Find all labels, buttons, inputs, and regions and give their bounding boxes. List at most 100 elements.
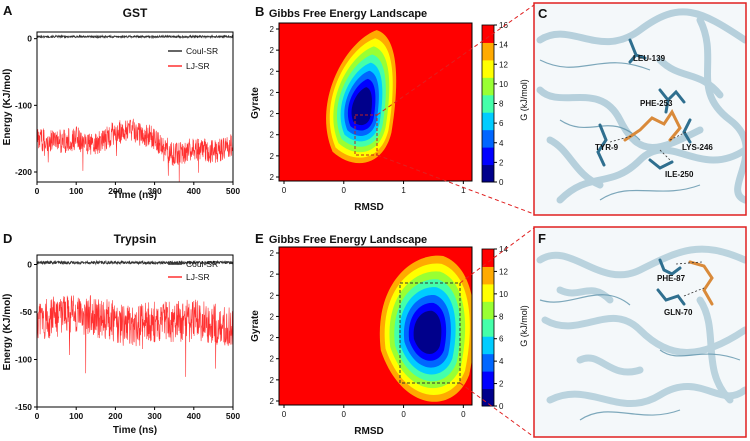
colorbar-tick-label: 2 [499,158,504,167]
y-tick-label: 2 [270,88,275,97]
x-tick-label: 0 [35,411,40,421]
y-tick-label: 2 [270,46,275,55]
colorbar-tick-label: 0 [499,178,504,187]
colorbar-segment [482,284,494,302]
panel-e-title: Gibbs Free Energy Landscape [269,234,427,246]
connector-f-bottom [460,383,534,437]
panel-b-colorbar: 0246810121416 [482,21,508,187]
panel-d-energy-trypsin: D Trypsin 0 100 200 300 400 500 0 -50 -100 -150 T… [2,231,240,436]
x-tick-label: 500 [226,186,240,196]
colorbar-tick-label: 2 [499,380,504,389]
panel-d-xlabel: Time (ns) [113,425,157,436]
x-tick-label: 400 [187,411,201,421]
x-tick-label: 0 [461,410,466,419]
residue-label: LEU-139 [633,54,666,63]
y-tick-label: 0 [27,260,32,270]
colorbar-tick-label: 4 [499,357,504,366]
colorbar-tick-label: 6 [499,335,504,344]
panel-e-ylabel: Gyrate [250,310,261,342]
panel-b-title: Gibbs Free Energy Landscape [269,8,427,20]
panel-e-heatmap [279,247,475,405]
colorbar-segment [482,147,494,165]
y-tick-label: 2 [270,270,275,279]
legend-coul-label: Coul-SR [186,259,218,269]
figure: A GST 0 100 200 300 400 500 0 -100 -200 Time (ns… [0,0,750,441]
y-tick-label: 2 [270,173,275,182]
y-tick-label: 2 [270,355,275,364]
y-tick-label: -100 [15,100,32,110]
panel-letter-a: A [3,3,13,18]
panel-letter-d: D [3,231,12,246]
colorbar-segment [482,77,494,95]
panel-a-legend: Coul-SR LJ-SR [168,46,218,71]
panel-b-xlabel: RMSD [354,202,383,213]
figure-canvas: A GST 0 100 200 300 400 5000-100-200 Time (ns… [0,0,750,441]
residue-label: ILE-250 [665,170,694,179]
y-tick-label: 2 [270,291,275,300]
y-tick-label: 2 [270,131,275,140]
colorbar-tick-label: 10 [499,80,508,89]
colorbar-segment [482,354,494,372]
colorbar-segment [482,371,494,389]
colorbar-tick-label: 8 [499,312,504,321]
residue-label: TYR-9 [595,143,619,152]
series-lj-sr [37,295,233,377]
x-tick-label: 0 [282,186,287,195]
panel-d-title: Trypsin [114,232,157,246]
colorbar-segment [482,389,494,407]
y-tick-label: -50 [20,307,33,317]
panel-d-axes: 0 100 200 300 400 500 0 -50 -100 -150 [15,260,240,422]
colorbar-segment [482,336,494,354]
colorbar-segment [482,301,494,319]
y-tick-label: 2 [270,397,275,406]
y-tick-label: 2 [270,334,275,343]
y-tick-label: 2 [270,249,275,258]
series-lj-sr [37,119,233,182]
panel-a-series [37,36,233,182]
colorbar-segment [482,319,494,337]
x-tick-label: 500 [226,411,240,421]
panel-b-colorbar-label: G (kJ/mol) [519,79,529,121]
panel-d-ylabel: Energy (KJ/mol) [2,294,13,371]
panel-letter-c: C [538,6,548,21]
x-tick-label: 0 [282,410,287,419]
panel-letter-e: E [255,231,264,246]
panel-a-energy-gst: A GST 0 100 200 300 400 500 0 -100 -200 Time (ns… [2,3,240,201]
legend-lj-label: LJ-SR [186,61,210,71]
colorbar-segment [482,95,494,113]
colorbar-tick-label: 0 [499,402,504,411]
colorbar-segment [482,112,494,130]
y-tick-label: 2 [270,152,275,161]
colorbar-tick-label: 14 [499,41,508,50]
y-tick-label: -100 [15,355,32,365]
y-tick-label: 2 [270,110,275,119]
y-tick-label: 2 [270,25,275,34]
x-tick-label: 300 [148,411,162,421]
x-tick-label: 400 [187,186,201,196]
panel-b-free-energy-gst: B Gibbs Free Energy Landscape 0 0 1 1222222… [250,4,529,213]
colorbar-segment [482,130,494,148]
x-tick-label: 0 [35,186,40,196]
colorbar-segment [482,42,494,60]
colorbar-tick-label: 12 [499,267,508,276]
residue-label: LYS-246 [682,143,713,152]
y-tick-label: -150 [15,402,32,412]
y-tick-label: 2 [270,376,275,385]
panel-a-xlabel: Time (ns) [113,190,157,201]
y-tick-label: 2 [270,312,275,321]
residue-label: PHE-87 [657,274,686,283]
colorbar-segment [482,266,494,284]
legend-coul-label: Coul-SR [186,46,218,56]
panel-e-colorbar-label: G (kJ/mol) [519,305,529,347]
colorbar-tick-label: 10 [499,290,508,299]
x-tick-label: 0 [342,186,347,195]
panel-e-colorbar: 02468101214 [482,245,508,411]
panel-letter-b: B [255,4,264,19]
panel-a-axes: 0 100 200 300 400 500 0 -100 -200 [15,34,240,196]
x-tick-label: 200 [108,411,122,421]
x-tick-label: 0 [342,410,347,419]
residue-label: PHE-253 [640,99,673,108]
x-tick-label: 100 [69,186,83,196]
colorbar-tick-label: 4 [499,139,504,148]
x-tick-label: 0 [401,410,406,419]
